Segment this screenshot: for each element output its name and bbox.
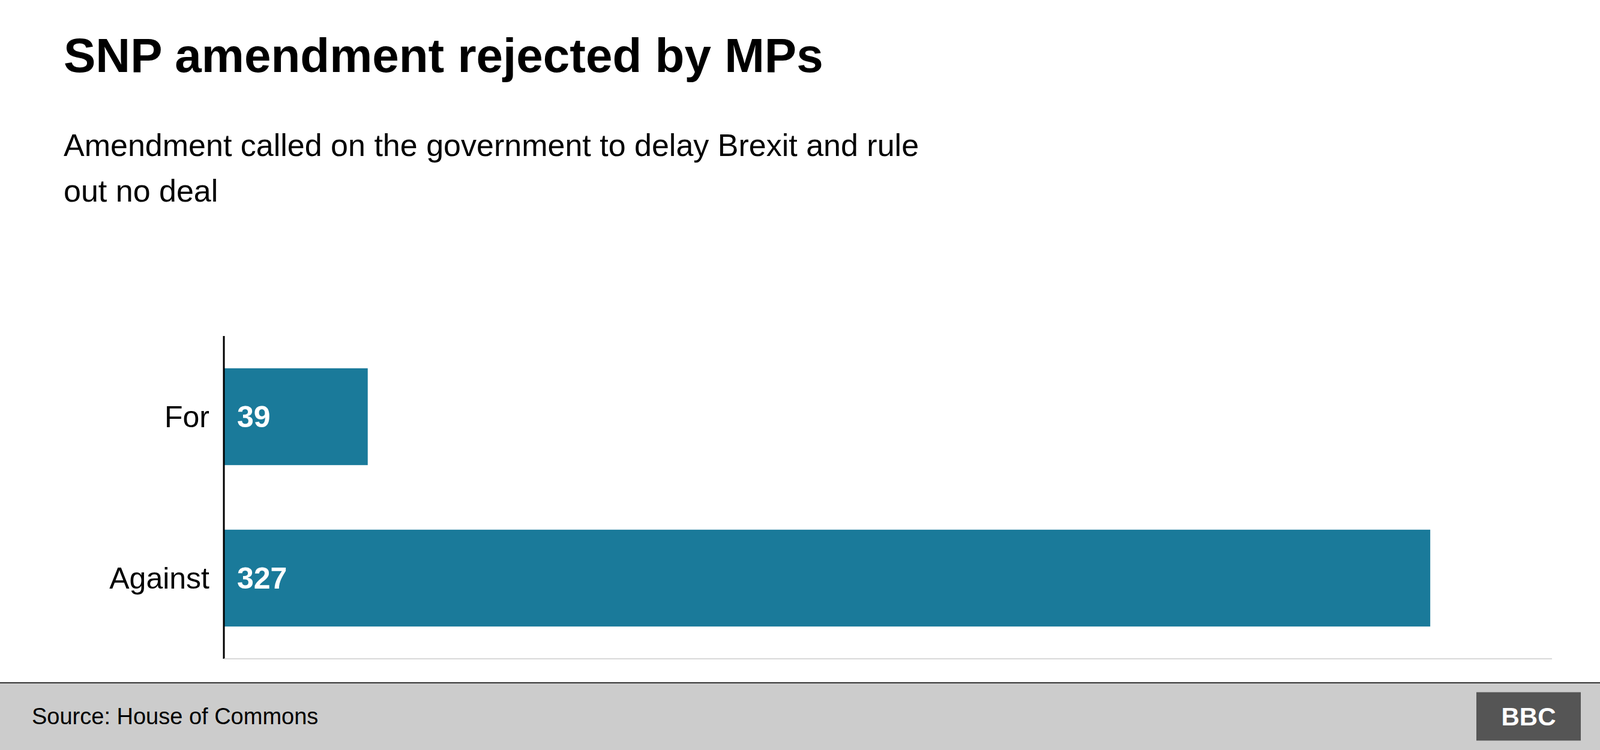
- logo-box: [1476, 692, 1581, 742]
- chart: SNP amendment rejected by MPs Amendment c…: [0, 0, 1600, 750]
- subtitle: Amendment called on the government to de…: [63, 127, 919, 209]
- footer-separator: [0, 682, 1600, 684]
- category-label: For: [164, 400, 210, 434]
- category-label: Against: [109, 561, 210, 596]
- footer: [0, 682, 1600, 750]
- x-axis-line: [223, 658, 1552, 660]
- data-label: 327: [237, 561, 287, 596]
- data-label: 39: [237, 400, 271, 434]
- title: SNP amendment rejected by MPs: [63, 28, 824, 83]
- bar: [223, 529, 1431, 627]
- y-axis-line: [223, 336, 226, 659]
- bar: [223, 368, 368, 466]
- source: Source: House of Commons: [31, 703, 319, 730]
- subtitle-line: out no deal: [63, 173, 218, 209]
- background: [0, 0, 1600, 750]
- bars: [223, 368, 1431, 627]
- logo: BBC: [1501, 702, 1557, 731]
- labels: For 39 Against 327: [109, 400, 287, 596]
- subtitle-line: Amendment called on the government to de…: [63, 127, 919, 163]
